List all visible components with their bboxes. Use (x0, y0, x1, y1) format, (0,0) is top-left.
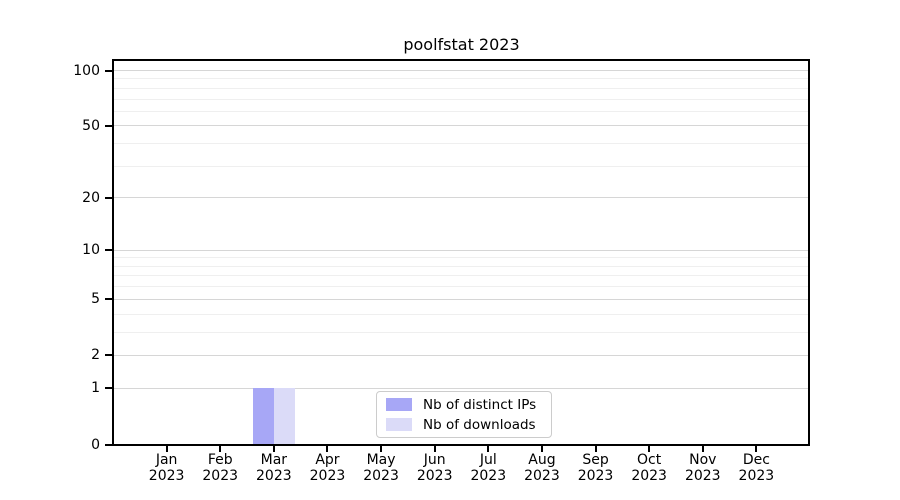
x-tick-label: Aug 2023 (524, 452, 560, 484)
legend-swatch-downloads (386, 418, 412, 431)
y-tick-label: 1 (91, 380, 100, 397)
x-tick-label: Oct 2023 (631, 452, 667, 484)
x-tick-label: Dec 2023 (738, 452, 775, 484)
bar-nb-of-distinct-ips-mar (252, 388, 274, 445)
x-tick-label: Sep 2023 (577, 452, 614, 484)
y-gridline-minor (114, 78, 808, 80)
legend-label: Nb of distinct IPs (423, 396, 537, 413)
x-tick (326, 446, 329, 452)
x-tick-label: Apr 2023 (309, 452, 346, 484)
x-tick-label: Jun 2023 (416, 452, 453, 484)
y-tick (105, 69, 112, 72)
y-gridline-minor (114, 331, 808, 333)
x-tick-label: Jul 2023 (470, 452, 507, 484)
y-tick (105, 196, 112, 199)
y-gridline-major (114, 249, 808, 251)
y-gridline-minor (114, 265, 808, 267)
y-gridline-major (114, 70, 808, 72)
legend: Nb of distinct IPs Nb of downloads (376, 391, 552, 438)
y-tick-label: 10 (82, 242, 100, 259)
x-tick (272, 446, 275, 452)
y-gridline-minor (114, 110, 808, 112)
x-tick (165, 446, 168, 452)
x-tick (219, 446, 222, 452)
y-gridline-major (114, 197, 808, 199)
y-gridline-minor (114, 286, 808, 288)
y-gridline-minor (114, 165, 808, 167)
y-gridline-major (114, 387, 808, 389)
y-tick (105, 387, 112, 390)
y-gridline-minor (114, 87, 808, 89)
x-tick-label: Feb 2023 (202, 452, 239, 484)
legend-item: Nb of downloads (377, 418, 551, 432)
y-gridline-minor (114, 143, 808, 145)
y-tick-label: 100 (73, 62, 100, 79)
y-tick-label: 20 (82, 189, 100, 206)
legend-label: Nb of downloads (423, 416, 536, 433)
x-tick (487, 446, 490, 452)
x-tick-label: Nov 2023 (684, 452, 721, 484)
y-tick-label: 5 (91, 291, 100, 308)
plot-area (112, 59, 810, 446)
legend-swatch-distinct-ips (386, 398, 412, 411)
x-tick-label: Jan 2023 (148, 452, 185, 484)
x-tick (594, 446, 597, 452)
x-tick (540, 446, 543, 452)
legend-item: Nb of distinct IPs (377, 398, 551, 412)
bar-nb-of-downloads-mar (273, 388, 295, 445)
y-tick-label: 0 (91, 436, 100, 453)
x-tick (701, 446, 704, 452)
y-tick (105, 298, 112, 301)
y-tick-label: 50 (82, 117, 100, 134)
y-tick (105, 124, 112, 127)
y-tick (105, 354, 112, 357)
x-tick-label: Mar 2023 (256, 452, 292, 484)
y-gridline-minor (114, 313, 808, 315)
y-gridline-major (114, 298, 808, 300)
y-gridline-minor (114, 257, 808, 259)
x-tick (648, 446, 651, 452)
y-gridline-minor (114, 98, 808, 100)
x-tick (380, 446, 383, 452)
x-tick (755, 446, 758, 452)
y-gridline-minor (114, 275, 808, 277)
x-tick (433, 446, 436, 452)
y-tick (105, 249, 112, 252)
x-tick-label: May 2023 (363, 452, 399, 484)
y-tick (105, 443, 112, 446)
y-gridline-major (114, 125, 808, 127)
chart-title: poolfstat 2023 (403, 35, 520, 54)
y-tick-label: 2 (91, 347, 100, 364)
y-gridline-major (114, 354, 808, 356)
